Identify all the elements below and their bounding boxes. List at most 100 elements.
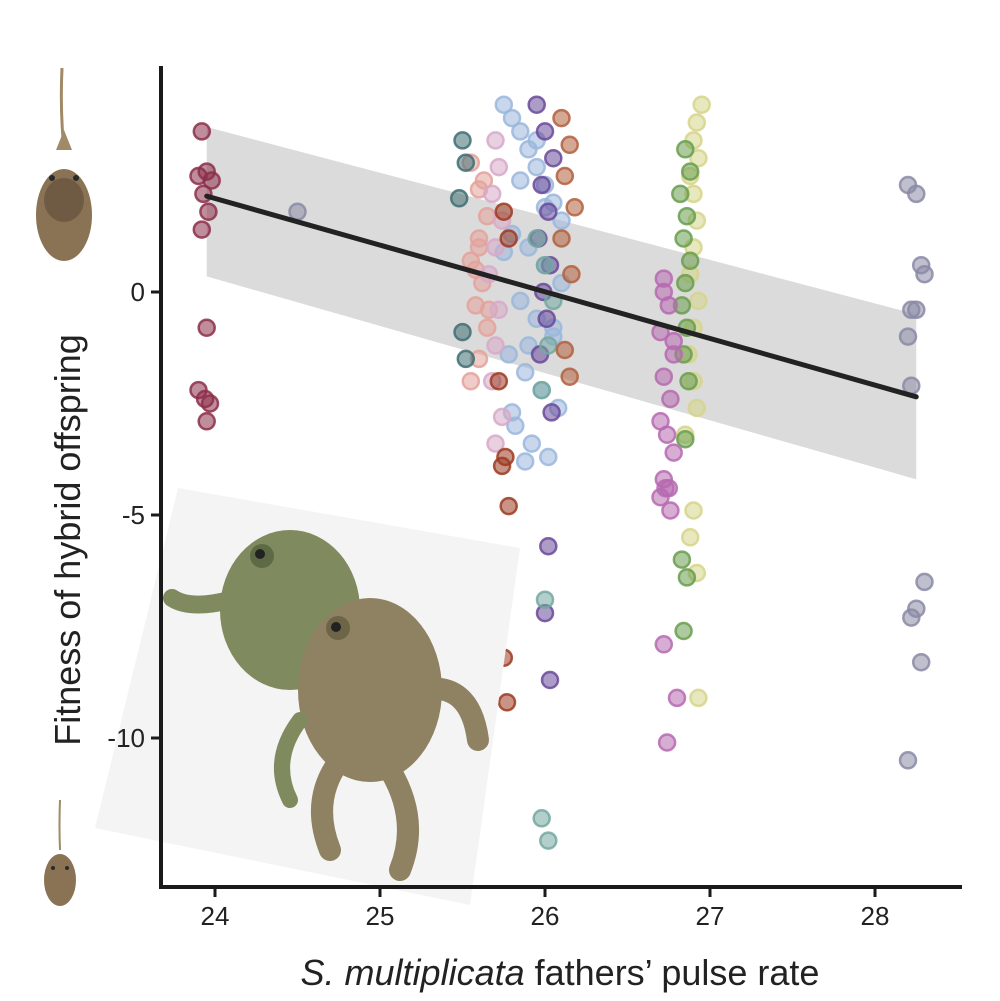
data-point [552, 211, 571, 230]
data-point [689, 291, 708, 311]
data-point [511, 291, 530, 311]
data-point [492, 456, 512, 476]
data-point [552, 229, 571, 248]
data-point [194, 184, 213, 204]
data-point [687, 113, 707, 132]
data-point [489, 300, 509, 320]
data-point [522, 434, 542, 453]
data-point [489, 371, 509, 391]
data-point [664, 443, 683, 462]
x-tick-label: 28 [861, 901, 890, 931]
data-point [689, 688, 708, 708]
data-point [469, 238, 489, 257]
x-tick-label: 26 [531, 901, 560, 931]
toad-pair-illustration [95, 488, 520, 905]
data-point [544, 148, 563, 168]
data-point [494, 202, 514, 221]
data-point [199, 202, 218, 221]
data-point [474, 171, 494, 190]
data-point [492, 407, 512, 427]
data-point [542, 403, 561, 422]
data-point [657, 733, 677, 752]
data-point [911, 652, 931, 672]
data-point [497, 693, 517, 712]
data-point [552, 108, 571, 128]
data-point [502, 108, 522, 128]
data-point [672, 550, 692, 569]
data-point [489, 157, 509, 177]
data-point [192, 122, 212, 141]
data-point [680, 251, 700, 271]
data-point [456, 349, 476, 369]
data-point [562, 264, 581, 284]
data-point [486, 336, 505, 355]
data-point [661, 389, 680, 409]
data-point [664, 331, 683, 351]
data-point [661, 501, 680, 520]
data-point [671, 184, 690, 204]
data-point [486, 238, 505, 257]
data-point [560, 135, 579, 155]
data-point [532, 175, 551, 195]
data-point [527, 95, 546, 114]
data-point [677, 206, 697, 226]
data-point [532, 380, 551, 400]
x-axis-title: S. multiplicata fathers’ pulse rate [301, 952, 820, 993]
data-point [915, 264, 934, 284]
data-point [902, 608, 921, 627]
data-point [687, 398, 707, 418]
data-point [680, 528, 700, 547]
data-point [453, 131, 472, 150]
data-point [197, 412, 216, 431]
regression-line [204, 193, 919, 400]
data-point [511, 122, 530, 141]
x-tick-label: 25 [366, 901, 395, 931]
points-layer [189, 95, 934, 850]
data-point [456, 153, 476, 172]
data-point [494, 95, 514, 114]
data-point [453, 322, 472, 342]
data-point [499, 496, 518, 516]
tadpole-illustration-top [36, 67, 92, 261]
data-point [898, 327, 918, 346]
data-point [555, 166, 575, 186]
data-point [197, 318, 216, 337]
data-point [676, 429, 695, 449]
data-point [539, 831, 558, 850]
data-point [674, 621, 693, 641]
data-point [539, 536, 558, 556]
y-tick-label: 0 [131, 277, 145, 307]
data-point [689, 148, 708, 168]
data-point [527, 157, 546, 177]
data-point [539, 447, 558, 467]
data-point [486, 434, 505, 453]
x-ticks: 24 25 26 27 28 [201, 887, 890, 931]
data-point [915, 572, 934, 592]
x-tick-label: 27 [696, 901, 725, 931]
data-point [539, 202, 558, 221]
data-point [499, 345, 518, 364]
data-point [499, 229, 518, 248]
data-point [202, 171, 221, 190]
data-point [667, 688, 687, 708]
data-point [477, 318, 497, 337]
data-point [674, 229, 693, 248]
data-point [654, 635, 674, 654]
data-point [532, 809, 551, 828]
x-axis-title-rest: fathers’ pulse rate [525, 952, 820, 993]
data-point [511, 171, 530, 190]
data-point [537, 309, 556, 329]
data-point [486, 131, 505, 150]
data-point [192, 220, 212, 239]
data-point [527, 229, 546, 248]
y-axis-title: Fitness of hybrid offspring [47, 334, 88, 746]
data-point [679, 371, 698, 391]
data-point [676, 140, 695, 159]
tadpole-illustration-bottom [44, 799, 76, 906]
data-point [200, 394, 220, 413]
data-point [449, 189, 469, 208]
data-point [540, 670, 560, 690]
data-point [657, 425, 677, 444]
x-axis-title-italic: S. multiplicata [301, 952, 525, 993]
data-point [654, 282, 674, 302]
